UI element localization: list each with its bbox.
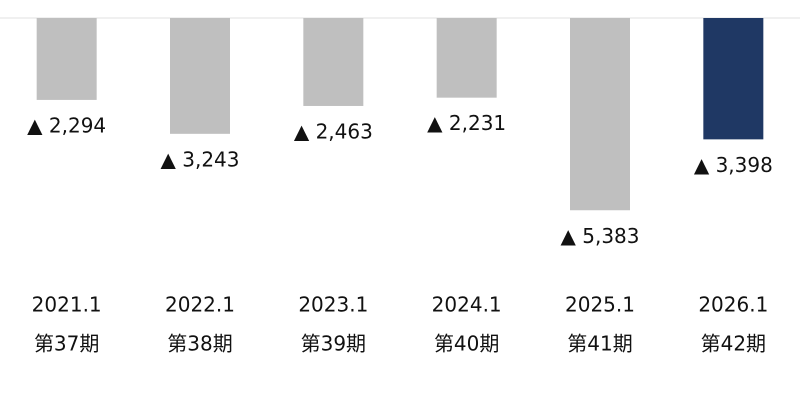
x-tick-label: 2025.1: [565, 293, 635, 317]
period-label: 第39期: [301, 332, 366, 356]
x-tick-label: 2021.1: [32, 293, 102, 317]
x-tick-label: 2022.1: [165, 293, 235, 317]
period-label: 第40期: [434, 332, 499, 356]
period-label: 第42期: [701, 332, 766, 356]
value-label: ▲ 3,398: [694, 153, 773, 177]
bar: [303, 18, 364, 106]
period-label: 第38期: [167, 332, 232, 356]
bar: [436, 18, 497, 98]
period-label: 第41期: [567, 332, 632, 356]
x-tick-label: 2023.1: [298, 293, 368, 317]
x-tick-label: 2024.1: [432, 293, 502, 317]
period-label: 第37期: [34, 332, 99, 356]
value-label: ▲ 5,383: [561, 224, 640, 248]
bar: [170, 18, 230, 134]
value-label: ▲ 2,231: [427, 111, 506, 135]
value-label: ▲ 2,463: [294, 119, 373, 143]
x-tick-label: 2026.1: [698, 293, 768, 317]
bar: [570, 18, 630, 211]
bar: [703, 18, 764, 140]
bar: [36, 18, 97, 100]
value-label: ▲ 2,294: [27, 113, 106, 137]
value-label: ▲ 3,243: [161, 147, 240, 171]
